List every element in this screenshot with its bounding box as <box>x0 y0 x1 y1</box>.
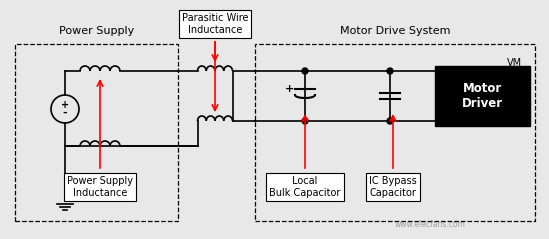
Text: Motor
Driver: Motor Driver <box>462 82 503 110</box>
Text: +: + <box>61 100 69 110</box>
Circle shape <box>387 68 393 74</box>
Text: Parasitic Wire
Inductance: Parasitic Wire Inductance <box>182 13 248 35</box>
Text: www.elecfans.com: www.elecfans.com <box>395 220 466 229</box>
Text: +: + <box>285 84 295 94</box>
Circle shape <box>302 68 308 74</box>
Text: VM: VM <box>507 58 522 68</box>
Circle shape <box>302 118 308 124</box>
Text: Power Supply: Power Supply <box>59 26 134 36</box>
Bar <box>435 66 530 126</box>
Text: Local
Bulk Capacitor: Local Bulk Capacitor <box>270 176 341 198</box>
Text: -: - <box>63 108 68 118</box>
Circle shape <box>387 118 393 124</box>
Text: GND: GND <box>500 108 523 118</box>
Text: Power Supply
Inductance: Power Supply Inductance <box>67 176 133 198</box>
Text: Motor Drive System: Motor Drive System <box>340 26 450 36</box>
Text: IC Bypass
Capacitor: IC Bypass Capacitor <box>369 176 417 198</box>
